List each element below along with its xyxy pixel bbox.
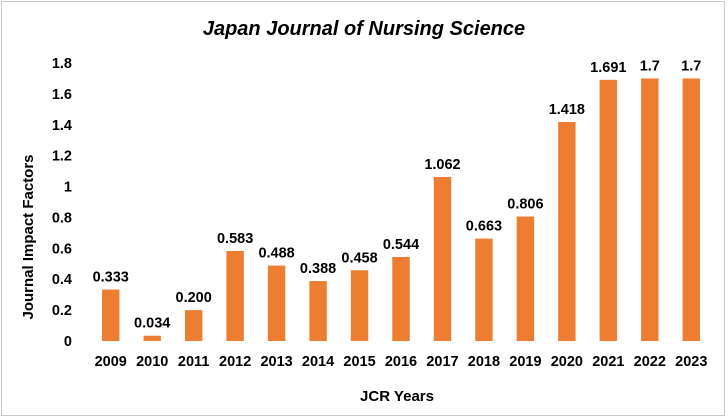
x-tick-label: 2018 [468,354,500,370]
y-axis-title: Journal Impact Factors [20,154,37,319]
bar-data-label: 0.388 [300,261,336,277]
y-tick-label: 1.2 [52,149,72,165]
bar [226,250,244,341]
bar-data-label: 1.062 [424,157,460,173]
y-tick-label: 1 [64,180,72,196]
y-tick-label: 0.6 [52,241,72,257]
x-tick-label: 2019 [509,354,541,370]
x-tick-label: 2009 [95,354,127,370]
bar-data-label: 1.691 [590,60,626,76]
bar-data-label: 0.488 [258,246,294,262]
bar [599,79,618,341]
bar [184,310,203,341]
bar-data-label: 0.663 [466,219,502,235]
x-tick-label: 2013 [260,354,292,370]
bar-data-label: 0.200 [176,290,212,306]
x-tick-label: 2020 [551,354,583,370]
x-axis-ticks: 2009 2010 2011 2012 2013 2014 2015 2016 2017 2018… [95,354,708,370]
bar-data-label: 1.7 [640,58,660,74]
y-tick-label: 1.4 [52,118,72,134]
bar [102,289,120,341]
y-tick-label: 0.2 [52,303,72,319]
data-labels-group: 0.333 0.034 0.200 0.583 0.488 0.388 0.458 0.544… [93,58,702,331]
bar [267,265,286,341]
bar [641,78,659,341]
x-tick-label: 2021 [592,354,624,370]
x-axis-title: JCR Years [360,388,434,405]
bar-data-label: 1.418 [549,102,585,118]
bar [392,256,410,341]
bar [350,270,369,341]
bar-data-label: 0.458 [341,250,377,266]
bar [143,335,161,341]
x-tick-label: 2017 [426,354,458,370]
x-tick-label: 2022 [634,354,666,370]
y-tick-label: 1.6 [52,87,72,103]
bar-data-label: 0.544 [383,237,419,253]
bars-group [102,78,700,342]
bar-data-label: 0.806 [507,197,543,213]
x-tick-label: 2014 [302,354,334,370]
x-tick-label: 2023 [675,354,707,370]
bar [309,281,327,341]
bar [558,121,576,342]
x-tick-label: 2015 [343,354,375,370]
y-tick-label: 0.8 [52,210,72,226]
bar-data-label: 1.7 [681,58,701,74]
bar-data-label: 0.333 [93,270,129,286]
bar-data-label: 0.583 [217,231,253,247]
bar-data-label: 0.034 [134,316,170,332]
x-tick-label: 2012 [219,354,251,370]
y-tick-label: 1.8 [52,56,72,72]
y-axis-ticks: 0 0.2 0.4 0.6 0.8 1 1.2 1.4 1.6 1.8 [52,56,72,350]
y-tick-label: 0 [64,334,72,350]
x-tick-label: 2010 [136,354,168,370]
x-tick-label: 2011 [178,354,209,370]
x-tick-label: 2016 [385,354,417,370]
chart-title: Japan Journal of Nursing Science [203,18,525,40]
bar [682,78,700,341]
bar [433,176,452,341]
bar [475,238,493,341]
y-tick-label: 0.4 [52,272,72,288]
bar [516,216,535,341]
